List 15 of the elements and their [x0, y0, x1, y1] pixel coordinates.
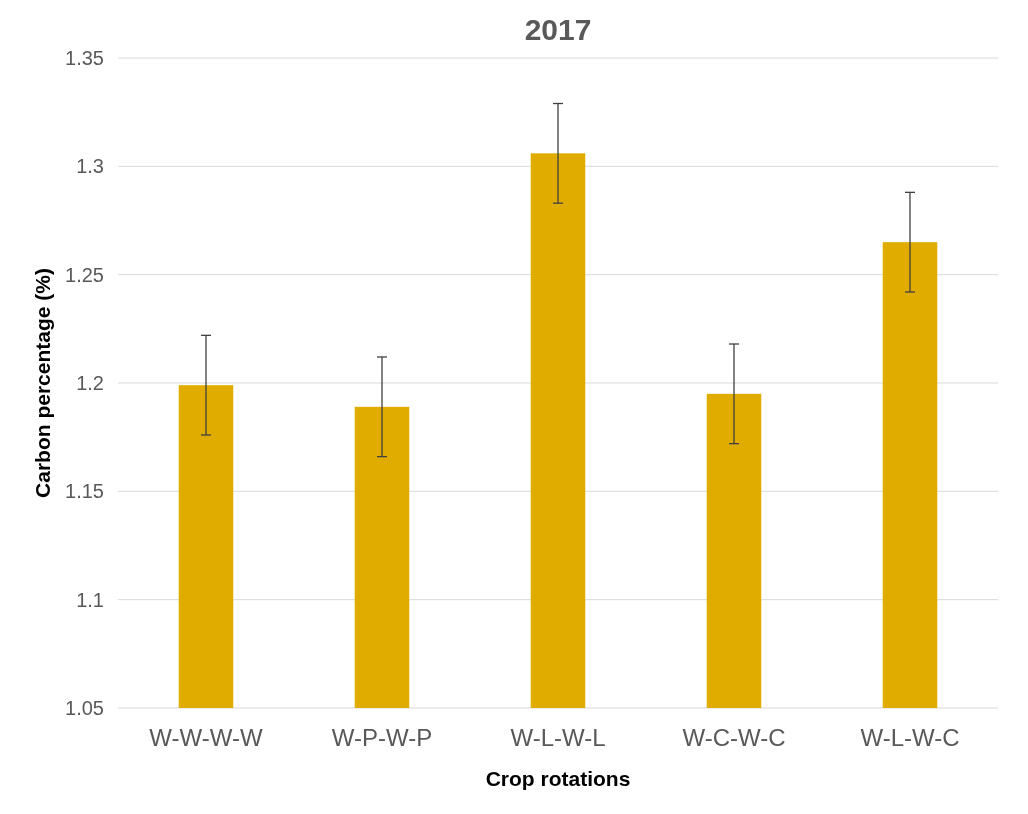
x-tick-label: W-W-W-W — [149, 724, 263, 751]
x-tick-label: W-C-W-C — [682, 724, 786, 751]
y-tick-label: 1.15 — [65, 480, 104, 503]
chart-title: 2017 — [524, 13, 592, 46]
y-tick-label: 1.25 — [65, 263, 104, 286]
y-tick-label: 1.2 — [76, 372, 104, 394]
x-tick-label: W-L-W-C — [860, 724, 960, 751]
x-tick-label: W-L-W-L — [510, 724, 606, 751]
y-tick-label: 1.05 — [65, 697, 104, 719]
y-tick-label: 1.3 — [76, 155, 104, 178]
y-tick-label: 1.35 — [65, 47, 104, 69]
y-axis-title: Carbon percentage (%) — [31, 268, 54, 498]
x-axis-title: Crop rotations — [485, 767, 631, 790]
x-tick-label: W-P-W-P — [331, 724, 433, 751]
y-tick-label: 1.1 — [76, 588, 104, 611]
